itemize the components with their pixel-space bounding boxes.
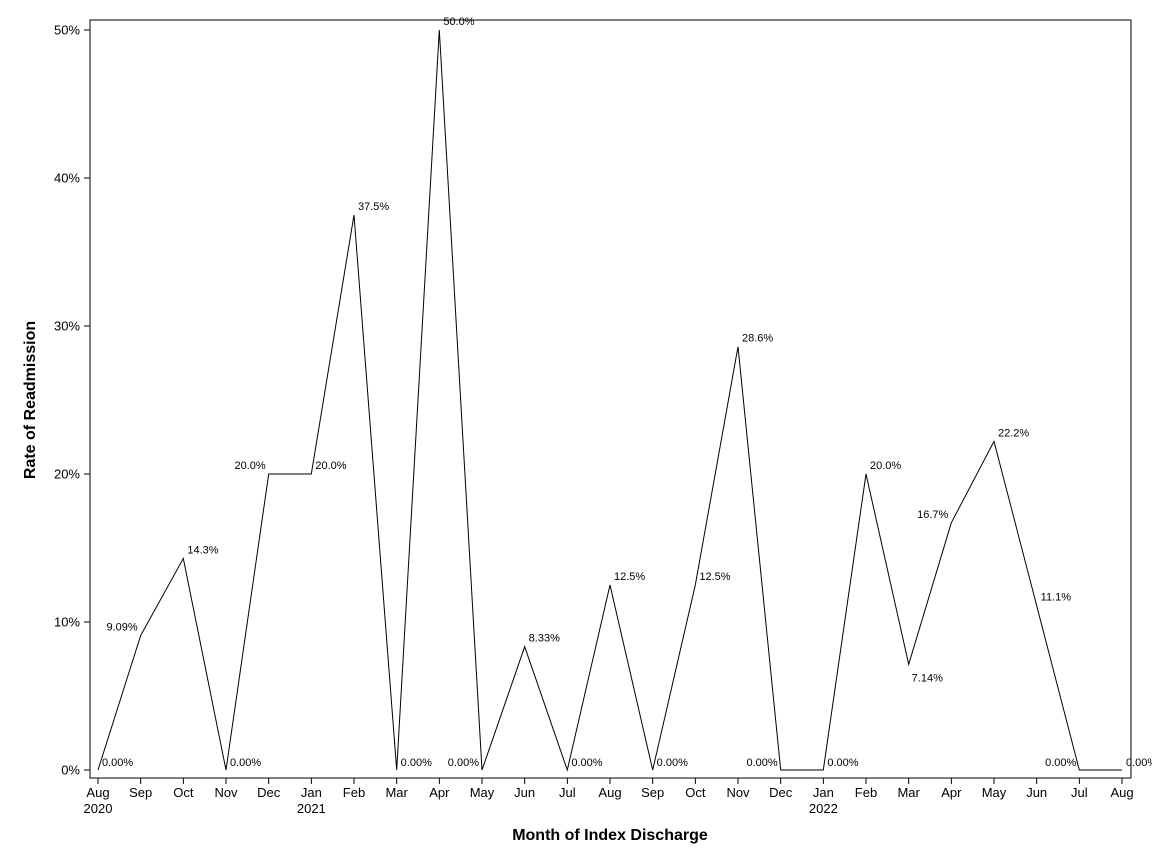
x-tick-label: Oct xyxy=(173,785,194,800)
y-tick-label: 20% xyxy=(54,467,80,482)
x-tick-label: Feb xyxy=(855,785,877,800)
x-tick-label: Jul xyxy=(559,785,576,800)
data-label: 7.14% xyxy=(912,672,943,684)
data-label: 20.0% xyxy=(315,460,346,472)
x-tick-label: Dec xyxy=(769,785,793,800)
data-label: 8.33% xyxy=(529,633,560,645)
y-tick-label: 30% xyxy=(54,319,80,334)
x-tick-label: Dec xyxy=(257,785,281,800)
x-year-label: 2022 xyxy=(809,801,838,816)
y-tick-label: 10% xyxy=(54,615,80,630)
x-tick-label: Aug xyxy=(86,785,109,800)
data-label: 0.00% xyxy=(448,757,479,769)
data-label: 16.7% xyxy=(917,509,948,521)
y-axis: 0% 10% 20% 30% 40% 50% xyxy=(54,23,90,778)
x-tick-label: Nov xyxy=(726,785,750,800)
data-label: 0.00% xyxy=(571,757,602,769)
x-tick-label: Apr xyxy=(429,785,450,800)
data-label: 50.0% xyxy=(443,16,474,28)
x-tick-label: Jun xyxy=(514,785,535,800)
x-tick-label: May xyxy=(982,785,1007,800)
data-label: 0.00% xyxy=(827,757,858,769)
data-label: 0.00% xyxy=(230,757,261,769)
x-tick-label: Jan xyxy=(813,785,834,800)
x-axis: Aug Sep Oct Nov Dec Jan Feb Mar Apr May Jun Jul Aug S… xyxy=(84,778,1134,816)
data-label: 20.0% xyxy=(870,460,901,472)
series-line xyxy=(97,29,1122,772)
data-label: 14.3% xyxy=(187,544,218,556)
y-axis-title: Rate of Readmission xyxy=(22,321,39,479)
x-tick-label: May xyxy=(470,785,495,800)
data-label: 9.09% xyxy=(106,621,137,633)
x-tick-label: Nov xyxy=(214,785,238,800)
x-tick-label: Aug xyxy=(598,785,621,800)
x-tick-label: Jun xyxy=(1026,785,1047,800)
data-label: 0.00% xyxy=(657,757,688,769)
data-label: 12.5% xyxy=(699,571,730,583)
data-label: 20.0% xyxy=(234,460,265,472)
data-label: 0.00% xyxy=(102,757,133,769)
x-axis-title: Month of Index Discharge xyxy=(512,827,708,844)
data-label: 0.00% xyxy=(1045,757,1076,769)
data-labels: 0.00% 9.09% 14.3% 0.00% 20.0% 20.0% 37.5% 0.00%… xyxy=(102,16,1152,769)
x-tick-label: Feb xyxy=(343,785,365,800)
x-tick-label: Aug xyxy=(1110,785,1133,800)
data-label: 37.5% xyxy=(358,201,389,213)
x-tick-label: Jan xyxy=(301,785,322,800)
x-tick-label: Jul xyxy=(1071,785,1088,800)
data-label: 12.5% xyxy=(614,571,645,583)
x-tick-label: Mar xyxy=(385,785,408,800)
x-year-label: 2021 xyxy=(297,801,326,816)
data-label: 28.6% xyxy=(742,333,773,345)
x-tick-label: Mar xyxy=(897,785,920,800)
x-tick-label: Apr xyxy=(941,785,962,800)
data-label: 0.00% xyxy=(1126,757,1152,769)
y-tick-label: 50% xyxy=(54,23,80,38)
plot-frame xyxy=(89,19,1132,779)
y-tick-label: 0% xyxy=(61,763,80,778)
x-tick-label: Oct xyxy=(685,785,706,800)
x-tick-label: Sep xyxy=(129,785,152,800)
data-label: 0.00% xyxy=(746,757,777,769)
y-tick-label: 40% xyxy=(54,171,80,186)
x-tick-label: Sep xyxy=(641,785,664,800)
data-label: 22.2% xyxy=(998,427,1029,439)
x-year-label: 2020 xyxy=(84,801,113,816)
data-label: 0.00% xyxy=(401,757,432,769)
data-label: 11.1% xyxy=(1041,592,1072,604)
